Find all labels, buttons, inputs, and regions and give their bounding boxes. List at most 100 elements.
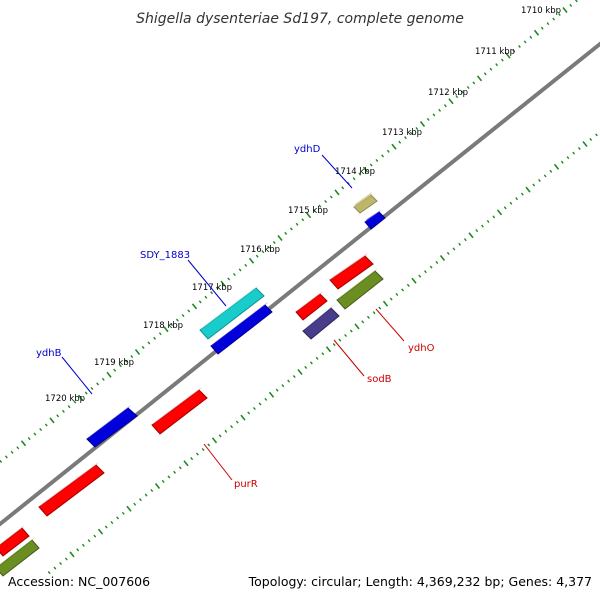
scale-label: 1713 kbp (382, 128, 422, 138)
minor-tick (366, 315, 370, 319)
minor-tick (389, 297, 393, 301)
minor-tick (318, 204, 322, 208)
minor-tick (378, 306, 382, 310)
minor-tick (147, 341, 151, 345)
minor-tick (401, 288, 405, 292)
major-tick (154, 483, 161, 489)
gene-feature-olive-edge[interactable] (0, 537, 40, 577)
minor-tick (369, 163, 373, 167)
minor-tick (429, 265, 433, 269)
minor-tick (409, 131, 413, 135)
gene-feature-red-edge[interactable] (0, 525, 30, 557)
minor-tick (292, 375, 296, 379)
minor-tick (404, 136, 407, 140)
minor-tick (181, 313, 185, 318)
minor-tick (321, 352, 325, 356)
minor-tick (386, 149, 390, 153)
minor-tick (201, 447, 205, 452)
minor-tick (190, 457, 194, 461)
gene-label-sodb[interactable]: sodB (367, 374, 392, 385)
gene-labels: ydhD SDY_1883 ydhB ydhO sodB purR (36, 144, 435, 490)
minor-tick (466, 85, 470, 90)
leader-ydhb (61, 356, 93, 395)
label-leaders (61, 154, 405, 481)
minor-tick (53, 566, 57, 570)
minor-tick (483, 72, 487, 76)
gene-feature-sodb[interactable] (302, 305, 340, 340)
major-tick (134, 349, 141, 355)
gene-feature-sdy1883[interactable] (199, 285, 265, 340)
gene-label-ydhb[interactable]: ydhB (36, 348, 62, 359)
gene-feature-ydho-olive[interactable] (336, 268, 384, 310)
minor-tick (59, 561, 63, 566)
major-tick (496, 209, 503, 216)
minor-tick (338, 338, 342, 342)
minor-tick (187, 309, 191, 313)
minor-tick (557, 12, 561, 17)
gene-label-sdy1883[interactable]: SDY_1883 (140, 250, 190, 261)
major-tick (183, 460, 189, 467)
gene-label-ydho[interactable]: ydhO (408, 343, 435, 354)
minor-tick (232, 272, 236, 277)
gene-feature-ydho-red[interactable] (329, 253, 374, 290)
major-tick (334, 189, 340, 196)
minor-tick (73, 400, 77, 404)
gene-feature-red-lower[interactable] (38, 462, 105, 517)
gene-feature-ydhb[interactable] (86, 405, 138, 448)
minor-tick (116, 516, 120, 520)
minor-tick (395, 292, 399, 297)
minor-tick (361, 320, 365, 324)
minor-tick (500, 58, 504, 62)
minor-tick (161, 479, 165, 483)
minor-tick (309, 361, 313, 365)
major-tick (106, 371, 112, 378)
gene-feature-blue-long[interactable] (210, 302, 273, 355)
minor-tick (301, 218, 305, 222)
major-tick (325, 346, 332, 353)
minor-tick (167, 475, 171, 479)
minor-tick (218, 434, 222, 438)
minor-tick (264, 397, 268, 401)
minor-tick (16, 446, 20, 450)
minor-tick (540, 26, 544, 30)
minor-tick (446, 251, 450, 255)
gene-label-purr[interactable]: purR (234, 479, 258, 490)
minor-tick (532, 183, 536, 187)
major-tick (533, 29, 540, 36)
scale-label: 1717 kbp (192, 283, 232, 293)
gene-label-ydhd[interactable]: ydhD (294, 144, 321, 155)
leader-sodb (333, 339, 365, 377)
major-tick (525, 186, 531, 193)
gene-features (86, 192, 386, 448)
major-tick (297, 369, 303, 375)
major-tick (448, 98, 454, 105)
gene-feature-purr[interactable] (151, 387, 208, 435)
minor-tick (287, 379, 291, 383)
genome-backbone (0, 41, 600, 527)
minor-tick (577, 146, 581, 151)
minor-tick (495, 63, 499, 67)
minor-tick (198, 300, 202, 304)
minor-tick (87, 539, 91, 543)
gene-feature-ydhd[interactable] (353, 192, 378, 214)
minor-tick (272, 241, 276, 245)
minor-tick (4, 455, 8, 459)
minor-tick (44, 423, 48, 427)
minor-tick (492, 215, 496, 219)
minor-tick (523, 40, 527, 44)
gene-feature-red-small[interactable] (295, 291, 328, 321)
major-tick (505, 52, 511, 59)
gene-feature-blue-small[interactable] (364, 210, 386, 230)
minor-tick (443, 104, 447, 108)
major-tick (382, 300, 389, 307)
minor-tick (175, 318, 179, 322)
minor-tick (133, 502, 137, 506)
major-tick (220, 280, 226, 287)
scale-label: 1715 kbp (288, 206, 328, 216)
minor-tick (424, 270, 427, 274)
minor-tick (438, 108, 442, 112)
minor-tick (349, 329, 353, 333)
minor-tick (372, 311, 376, 315)
minor-tick (284, 231, 288, 235)
accession-text: Accession: NC_007606 (8, 574, 150, 589)
